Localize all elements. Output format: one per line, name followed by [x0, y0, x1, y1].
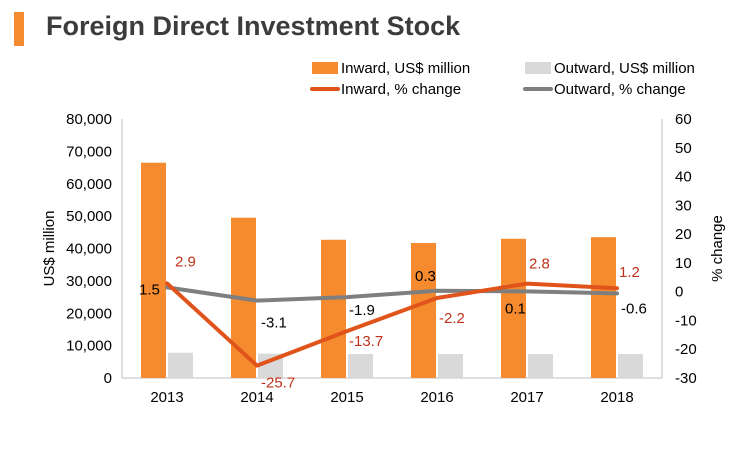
y-tick-label-left: 30,000	[66, 273, 112, 290]
legend-label: Outward, US$ million	[554, 60, 695, 77]
y-tick-label-right: -20	[675, 341, 697, 358]
data-label-inward-pct: 1.2	[619, 264, 640, 281]
bar-outward	[528, 354, 553, 378]
bar-outward	[168, 352, 193, 378]
data-label-outward-pct: -1.9	[349, 302, 375, 319]
y-tick-label-right: 0	[675, 284, 683, 301]
x-tick-label: 2016	[420, 389, 453, 406]
legend-swatch	[312, 62, 338, 74]
y-axis-right-title: % change	[709, 215, 726, 282]
title-accent-bar	[14, 12, 24, 46]
bar-inward	[501, 238, 526, 378]
y-tick-label-right: 30	[675, 197, 692, 214]
x-tick-label: 2014	[240, 389, 273, 406]
data-label-outward-pct: -0.6	[621, 300, 647, 317]
data-label-inward-pct: -2.2	[439, 310, 465, 327]
x-tick-label: 2018	[600, 389, 633, 406]
legend-label: Inward, % change	[341, 81, 461, 98]
y-tick-label-left: 0	[104, 370, 112, 387]
bar-inward	[321, 239, 346, 378]
y-tick-label-right: 40	[675, 169, 692, 186]
bar-outward	[618, 354, 643, 378]
data-label-outward-pct: 1.5	[139, 281, 160, 298]
bar-inward	[411, 242, 436, 378]
bar-outward	[438, 354, 463, 378]
bar-inward	[591, 237, 616, 378]
y-tick-label-left: 60,000	[66, 176, 112, 193]
y-tick-label-right: 20	[675, 226, 692, 243]
data-label-inward-pct: 2.9	[175, 253, 196, 270]
line-outward-pct	[165, 285, 619, 303]
y-tick-label-right: -30	[675, 370, 697, 387]
data-label-inward-pct: -25.7	[261, 375, 295, 392]
data-label-inward-pct: 2.8	[529, 256, 550, 273]
y-tick-label-right: 10	[675, 255, 692, 272]
y-tick-label-left: 50,000	[66, 208, 112, 225]
y-tick-label-right: -10	[675, 312, 697, 329]
y-tick-label-left: 80,000	[66, 111, 112, 128]
y-tick-label-left: 10,000	[66, 338, 112, 355]
data-label-outward-pct: 0.3	[415, 268, 436, 285]
x-tick-label: 2015	[330, 389, 363, 406]
bar-inward	[141, 162, 166, 378]
data-label-inward-pct: -13.7	[349, 333, 383, 350]
data-label-outward-pct: -3.1	[261, 315, 287, 332]
y-tick-label-right: 60	[675, 111, 692, 128]
y-tick-label-left: 20,000	[66, 305, 112, 322]
legend-label: Outward, % change	[554, 81, 686, 98]
y-tick-label-right: 50	[675, 140, 692, 157]
chart-title: Foreign Direct Investment Stock	[46, 11, 461, 41]
y-tick-label-left: 70,000	[66, 143, 112, 160]
legend-swatch	[525, 62, 551, 74]
x-tick-label: 2017	[510, 389, 543, 406]
y-tick-label-left: 40,000	[66, 241, 112, 258]
line-inward-pct	[165, 281, 619, 368]
y-axis-left-title: US$ million	[41, 211, 58, 287]
data-label-outward-pct: 0.1	[505, 300, 526, 317]
legend-label: Inward, US$ million	[341, 60, 470, 77]
bar-outward	[348, 354, 373, 378]
x-tick-label: 2013	[150, 389, 183, 406]
